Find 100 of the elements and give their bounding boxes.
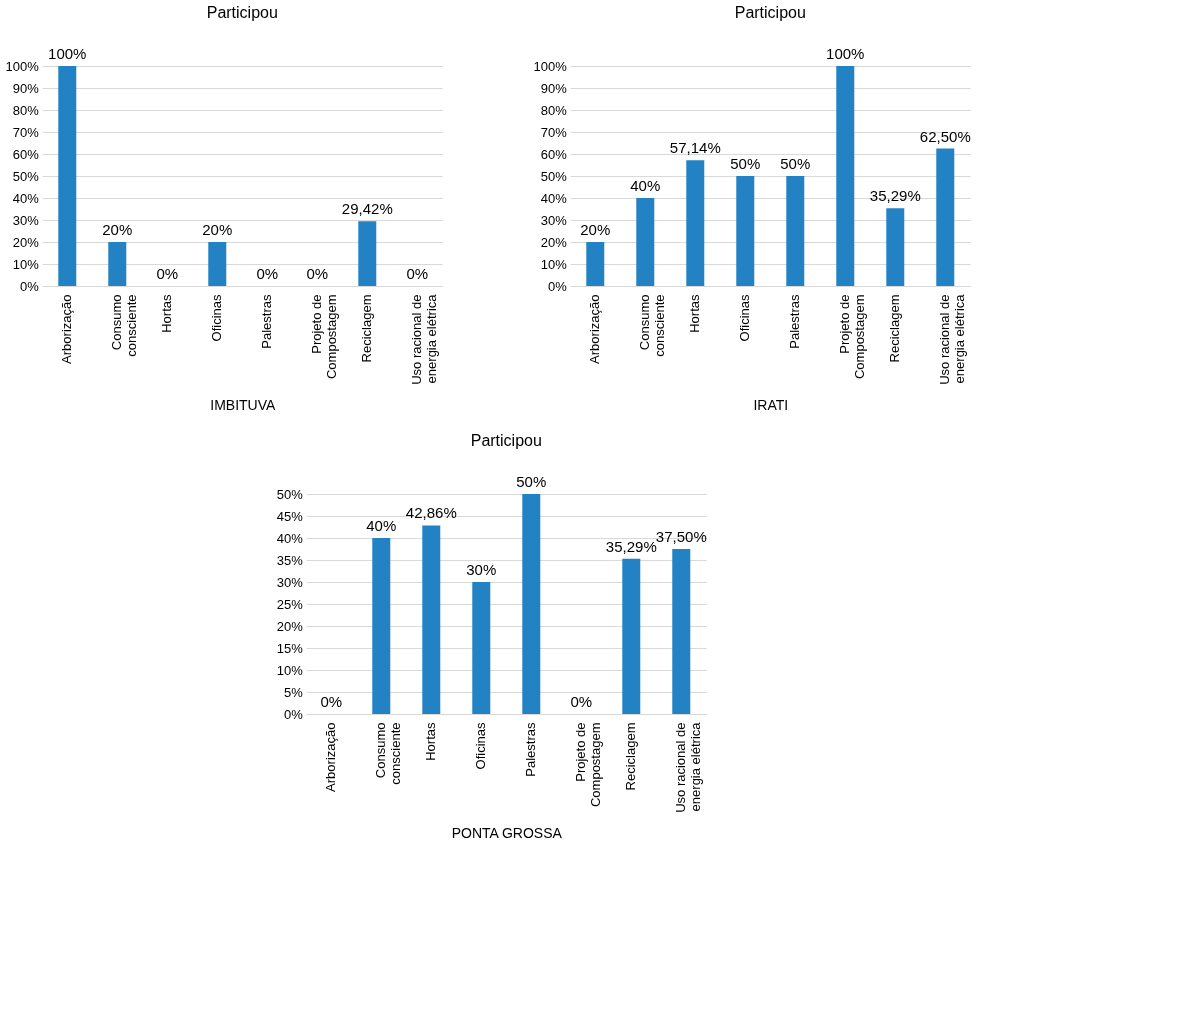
y-tick-label: 0% (19, 278, 40, 294)
y-tick-label: 25% (276, 596, 304, 612)
bar (208, 242, 227, 286)
bar (108, 242, 127, 286)
x-tick-label: Palestras (259, 294, 275, 349)
y-tick-label: 70% (12, 124, 40, 140)
chart-title: Participou (470, 432, 542, 449)
data-label: 35,29% (869, 187, 921, 205)
y-tick-label: 30% (12, 212, 40, 228)
data-label: 20% (202, 221, 233, 238)
y-tick-label: 15% (276, 640, 304, 656)
x-tick-label: Reciclagem (359, 294, 375, 363)
bar (736, 176, 755, 286)
x-tick-label: Uso racional de energia elétrica (937, 293, 968, 385)
bar (686, 160, 705, 286)
data-label: 35,29% (605, 537, 657, 555)
x-tick-label: Hortas (423, 722, 439, 761)
bar (936, 148, 955, 286)
x-tick-label: Consumo consciente (373, 722, 404, 785)
x-tick-label: Arborização (587, 294, 603, 364)
x-tick-label: Projeto de Compostagem (309, 294, 340, 380)
y-tick-label: 40% (12, 190, 40, 206)
y-tick-label: 70% (540, 124, 568, 140)
bar (636, 198, 655, 286)
data-label: 50% (780, 155, 811, 172)
bar (672, 549, 691, 714)
data-label: 0% (306, 265, 329, 282)
y-tick-label: 0% (547, 278, 568, 294)
y-tick-label: 10% (12, 256, 40, 272)
data-label: 0% (570, 693, 593, 710)
data-label: 0% (406, 265, 429, 282)
x-tick-label: Hortas (687, 294, 703, 333)
data-label: 29,42% (341, 200, 393, 218)
x-tick-label: Reciclagem (623, 722, 639, 791)
data-label: 0% (156, 265, 179, 282)
y-tick-label: 20% (540, 234, 568, 250)
data-label: 57,14% (669, 139, 721, 157)
y-tick-label: 80% (540, 102, 568, 118)
x-tick-label: Consumo consciente (637, 294, 668, 357)
y-tick-label: 30% (540, 212, 568, 228)
chart-title: Participou (206, 4, 278, 21)
bar (836, 66, 855, 286)
data-label: 30% (466, 561, 497, 578)
x-tick-label: Oficinas (209, 294, 225, 342)
x-tick-label: Uso racional de energia elétrica (409, 293, 440, 385)
bar (622, 558, 641, 714)
y-tick-label: 30% (276, 574, 304, 590)
data-label: 20% (102, 221, 133, 238)
y-tick-label: 0% (283, 706, 304, 722)
bar (372, 538, 391, 714)
y-tick-label: 45% (276, 508, 304, 524)
data-label: 42,86% (405, 504, 457, 522)
x-tick-label: Oficinas (737, 294, 753, 342)
y-tick-label: 100% (533, 58, 568, 74)
data-label: 0% (256, 265, 279, 282)
y-tick-label: 35% (276, 552, 304, 568)
bar (358, 221, 377, 286)
data-label: 40% (366, 517, 397, 534)
y-tick-label: 10% (540, 256, 568, 272)
y-tick-label: 40% (276, 530, 304, 546)
data-label: 50% (516, 473, 547, 490)
x-tick-label: Arborização (323, 722, 339, 792)
x-tick-label: Consumo consciente (109, 294, 140, 357)
bar (586, 242, 605, 286)
x-tick-label: Projeto de Compostagem (573, 722, 604, 808)
bar (886, 208, 905, 286)
x-tick-label: Uso racional de energia elétrica (673, 721, 704, 813)
x-tick-label: Palestras (787, 294, 803, 349)
x-axis-title: IRATI (753, 396, 789, 413)
chart-title: Participou (734, 4, 806, 21)
y-tick-label: 50% (276, 486, 304, 502)
data-label: 50% (730, 155, 761, 172)
x-tick-label: Oficinas (473, 722, 489, 770)
y-tick-label: 90% (12, 80, 40, 96)
bar (786, 176, 805, 286)
y-tick-label: 20% (12, 234, 40, 250)
data-label: 37,50% (655, 528, 707, 545)
y-tick-label: 5% (283, 684, 304, 700)
y-tick-label: 60% (12, 146, 40, 162)
x-axis-title: PONTA GROSSA (451, 824, 563, 841)
data-label: 40% (630, 177, 661, 194)
bar (472, 582, 491, 714)
bar (58, 66, 77, 286)
x-tick-label: Arborização (59, 294, 75, 364)
y-tick-label: 80% (12, 102, 40, 118)
y-tick-label: 40% (540, 190, 568, 206)
data-label: 62,50% (919, 127, 971, 145)
y-tick-label: 100% (5, 58, 40, 74)
data-label: 100% (48, 45, 87, 62)
y-tick-label: 60% (540, 146, 568, 162)
data-label: 0% (320, 693, 343, 710)
x-axis-title: IMBITUVA (210, 396, 276, 413)
x-tick-label: Hortas (159, 294, 175, 333)
y-tick-label: 10% (276, 662, 304, 678)
y-tick-label: 90% (540, 80, 568, 96)
data-label: 100% (826, 45, 865, 62)
y-tick-label: 50% (12, 168, 40, 184)
x-tick-label: Palestras (523, 722, 539, 777)
y-tick-label: 50% (540, 168, 568, 184)
x-tick-label: Projeto de Compostagem (837, 294, 868, 380)
